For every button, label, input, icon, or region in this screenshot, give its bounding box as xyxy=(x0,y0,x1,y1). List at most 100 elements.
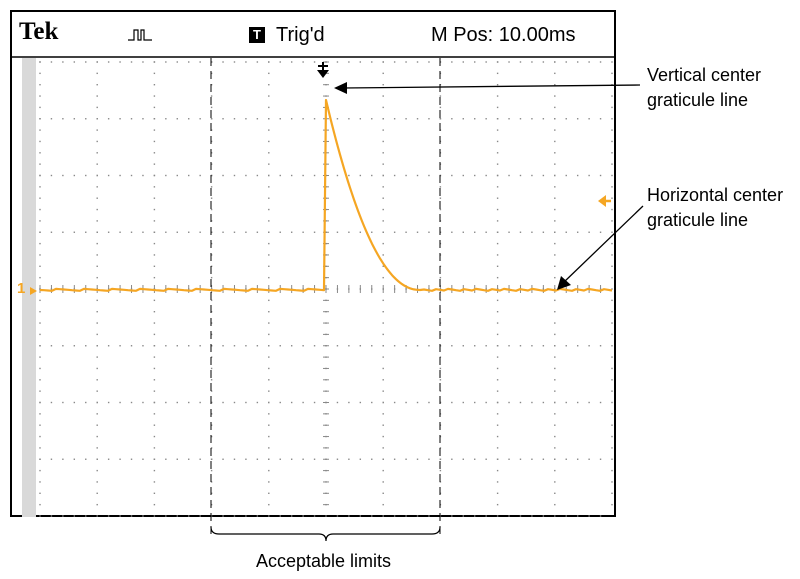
graticule-dot xyxy=(39,197,41,199)
graticule-dot xyxy=(279,515,281,517)
graticule-dot xyxy=(256,174,259,177)
graticule-dot xyxy=(39,322,41,324)
graticule-dot xyxy=(62,118,64,120)
graticule-dot xyxy=(96,413,98,415)
graticule-dot xyxy=(222,231,224,233)
graticule-dot xyxy=(588,458,590,460)
graticule-dot xyxy=(142,458,144,460)
graticule-dot xyxy=(565,118,567,120)
graticule-dot xyxy=(554,413,556,415)
graticule-dot xyxy=(428,401,430,404)
graticule-dot xyxy=(382,254,384,256)
graticule-dot xyxy=(39,163,41,165)
graticule-dot xyxy=(153,367,156,370)
graticule-dot xyxy=(554,152,556,154)
graticule-dot xyxy=(268,447,270,449)
graticule-dot xyxy=(153,458,156,460)
vertical-center-label-line-2: graticule line xyxy=(647,90,749,110)
graticule-dot xyxy=(85,61,87,63)
graticule-dot xyxy=(611,333,613,336)
graticule-dot xyxy=(96,379,98,381)
graticule-dot xyxy=(554,61,556,63)
graticule-dot xyxy=(107,515,110,517)
graticule-dot xyxy=(313,458,316,460)
graticule-dot xyxy=(268,118,270,120)
graticule-dot xyxy=(554,401,556,404)
trigger-position-marker-icon xyxy=(317,62,329,78)
graticule-dot xyxy=(245,345,247,347)
graticule-dot xyxy=(153,95,156,97)
graticule-dot xyxy=(268,492,270,494)
graticule-dot xyxy=(62,231,64,233)
graticule-dot xyxy=(496,254,499,256)
graticule-dot xyxy=(268,84,270,86)
scope-screen-frame xyxy=(10,10,616,517)
graticule-dot xyxy=(210,174,213,177)
graticule-dot xyxy=(348,345,350,347)
graticule-dot xyxy=(176,515,178,517)
graticule-dot xyxy=(439,390,442,392)
graticule-dot xyxy=(62,515,64,517)
graticule-dot xyxy=(245,174,247,177)
graticule-dot xyxy=(599,515,602,517)
graticule-dot xyxy=(302,345,304,347)
graticule-dot xyxy=(416,458,419,460)
graticule-dot xyxy=(611,299,613,302)
graticule-dot xyxy=(96,515,98,517)
graticule-dot xyxy=(268,390,270,392)
graticule-dot xyxy=(588,118,590,120)
graticule-dot xyxy=(268,254,270,256)
graticule-dot xyxy=(428,231,430,233)
graticule-dot xyxy=(611,265,613,267)
graticule-dot xyxy=(39,231,41,233)
graticule-dot xyxy=(611,481,613,483)
graticule-dot xyxy=(107,401,110,404)
vertical-center-callout-arrow xyxy=(334,82,641,94)
graticule-dot xyxy=(119,401,121,404)
graticule-dot xyxy=(268,231,270,233)
graticule-dot xyxy=(39,424,41,426)
graticule-dot xyxy=(313,515,316,517)
graticule-dot xyxy=(565,515,567,517)
graticule-dot xyxy=(210,276,213,279)
graticule-dot xyxy=(210,435,213,438)
graticule-dot xyxy=(188,231,190,233)
graticule-dot xyxy=(62,174,64,177)
graticule-dot xyxy=(496,458,499,460)
graticule-dot xyxy=(107,345,110,347)
graticule-dot xyxy=(96,208,98,211)
graticule-dot xyxy=(576,61,579,63)
graticule-dot xyxy=(405,515,407,517)
main-position-readout: M Pos: 10.00ms xyxy=(431,24,576,46)
graticule-dot xyxy=(439,469,442,472)
graticule-dot xyxy=(382,379,384,381)
graticule-dot xyxy=(554,447,556,449)
graticule-dot xyxy=(542,231,545,233)
graticule-dot xyxy=(96,447,98,449)
graticule-dot xyxy=(496,197,499,199)
graticule-dot xyxy=(62,345,64,347)
graticule-dot xyxy=(565,345,567,347)
graticule-dot xyxy=(611,72,613,75)
graticule-dot xyxy=(588,401,590,404)
graticule-dot xyxy=(233,174,236,177)
graticule-dot xyxy=(50,401,53,404)
graticule-dot xyxy=(611,413,613,415)
graticule-dot xyxy=(428,458,430,460)
graticule-dot xyxy=(611,379,613,381)
graticule-dot xyxy=(96,174,98,177)
graticule-dot xyxy=(554,435,556,438)
graticule-dot xyxy=(176,231,178,233)
graticule-dot xyxy=(96,254,98,256)
graticule-dot xyxy=(554,208,556,211)
graticule-dot xyxy=(268,265,270,267)
graticule-dot xyxy=(474,401,476,404)
graticule-dot xyxy=(359,118,362,120)
graticule-dot xyxy=(210,469,213,472)
graticule-dot xyxy=(96,129,98,131)
graticule-dot xyxy=(39,356,41,358)
graticule-dot xyxy=(73,345,76,347)
graticule-dot xyxy=(268,220,270,222)
graticule-dot xyxy=(153,401,156,404)
graticule-dot xyxy=(496,152,499,154)
